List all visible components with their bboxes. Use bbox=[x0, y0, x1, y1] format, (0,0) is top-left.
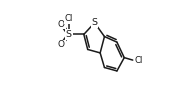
Text: Cl: Cl bbox=[135, 56, 143, 65]
Text: O: O bbox=[58, 20, 65, 29]
Text: Cl: Cl bbox=[65, 14, 73, 23]
Text: S: S bbox=[66, 30, 72, 39]
Text: O: O bbox=[58, 40, 65, 49]
Text: S: S bbox=[92, 18, 98, 27]
